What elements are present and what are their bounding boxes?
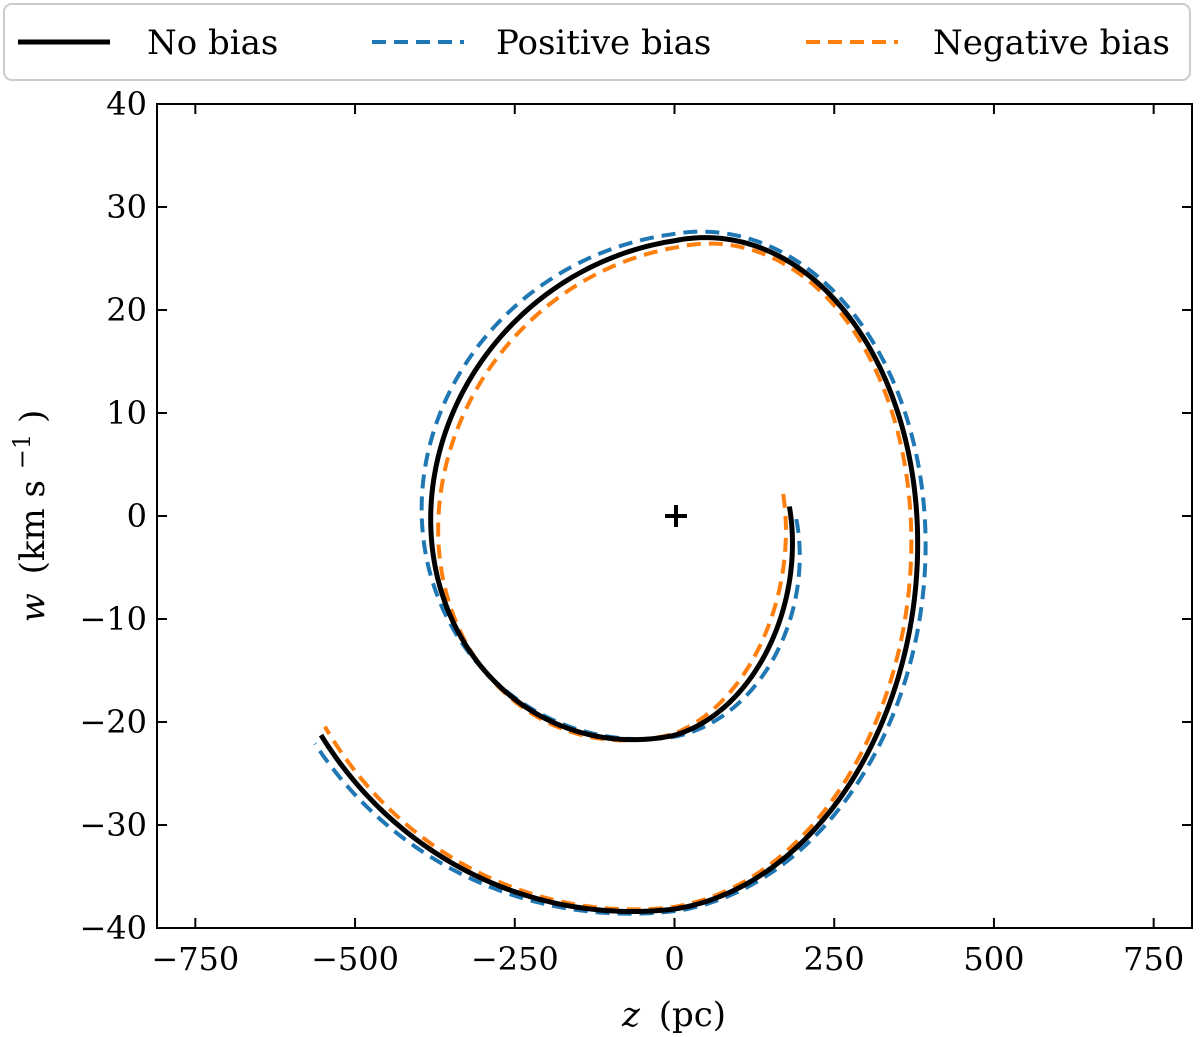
y-axis-close: ) xyxy=(13,410,53,423)
y-axis-exponent: −1 xyxy=(8,434,36,469)
series-line-positive-bias xyxy=(313,229,928,916)
series-group xyxy=(313,229,928,916)
legend-label-positive-bias: Positive bias xyxy=(496,23,711,63)
legend-frame xyxy=(3,3,1191,81)
x-axis-label: z (pc) xyxy=(621,995,726,1035)
y-tick-label: −40 xyxy=(79,909,147,947)
y-axis-symbol: w xyxy=(13,593,53,622)
legend-label-no-bias: No bias xyxy=(147,23,278,63)
x-tick-label: 750 xyxy=(1123,940,1184,978)
x-axis-unit: (pc) xyxy=(659,995,726,1035)
legend: No bias Positive bias Negative bias xyxy=(3,3,1191,81)
axis-ticks: −750 −500 −250 0 250 500 750 −40 −30 −20 −10 0 10 20 3… xyxy=(79,85,1192,978)
y-axis-label: w (km s −1 ) xyxy=(0,410,53,623)
x-axis-symbol: z xyxy=(621,995,641,1035)
y-tick-label: −30 xyxy=(79,806,147,844)
x-tick-label: 0 xyxy=(664,940,684,978)
x-tick-label: 500 xyxy=(963,940,1024,978)
y-tick-label: 0 xyxy=(127,497,147,535)
y-tick-label: 10 xyxy=(106,394,147,432)
y-tick-label: −10 xyxy=(79,600,147,638)
series-line-negative-bias xyxy=(323,241,914,912)
x-tick-label: −250 xyxy=(471,940,559,978)
y-tick-label: 30 xyxy=(106,188,147,226)
y-tick-label: −20 xyxy=(79,703,147,741)
y-axis-unit: (km s xyxy=(13,480,53,574)
y-tick-label: 40 xyxy=(106,85,147,123)
x-tick-label: 250 xyxy=(804,940,865,978)
y-tick-label: 20 xyxy=(106,291,147,329)
x-tick-label: −500 xyxy=(311,940,399,978)
x-tick-label: −750 xyxy=(151,940,239,978)
center-marker xyxy=(665,505,687,527)
legend-label-negative-bias: Negative bias xyxy=(933,23,1170,63)
series-line-no-bias xyxy=(318,235,921,915)
